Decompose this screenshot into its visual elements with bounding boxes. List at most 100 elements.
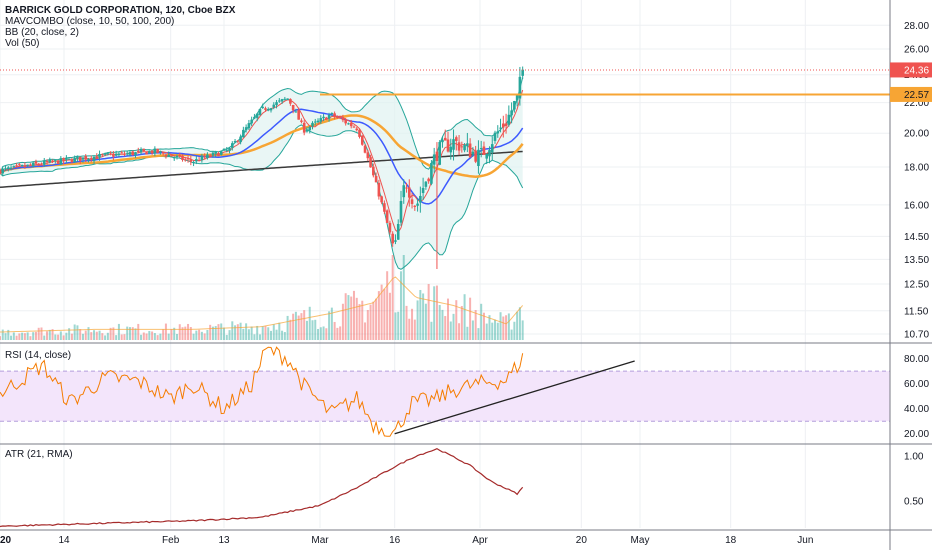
volume-bar (256, 325, 259, 340)
price-tick-label: 20.00 (904, 129, 929, 140)
time-axis[interactable]: 2020 14 Feb 13 Mar 16 Apr 20 May 18 Jun (0, 535, 813, 546)
price-tick-label: 16.00 (904, 200, 929, 211)
volume-bar (95, 331, 98, 340)
indicator-bb[interactable]: BB (20, close, 2) (5, 27, 79, 38)
volume-bar (258, 334, 261, 340)
candle-body (402, 185, 406, 198)
candle-body (206, 154, 209, 159)
rsi-pane (0, 346, 890, 437)
price-axis[interactable]: 28.0026.0024.0022.0020.0018.0016.0014.50… (890, 21, 932, 508)
candle-body (305, 129, 309, 132)
volume-bar (463, 294, 466, 340)
candle-body (316, 120, 320, 123)
candle-body (189, 159, 193, 162)
volume-bar (272, 324, 275, 340)
volume-bar (485, 323, 488, 340)
candle-body (203, 156, 206, 158)
volume-bar (339, 326, 342, 340)
volume-bar (0, 336, 1, 340)
volume-bar (189, 327, 192, 340)
volume-bar (441, 309, 444, 340)
time-tick-label: 13 (218, 535, 230, 546)
last-price-label: 24.36 (904, 65, 929, 76)
rsi-legend[interactable]: RSI (14, close) (5, 350, 72, 361)
volume-bar (386, 271, 389, 340)
ma-50-line (0, 108, 524, 205)
volume-bar (416, 300, 419, 340)
volume-bar (408, 318, 411, 340)
candle-body (405, 187, 408, 189)
candle-body (322, 116, 325, 119)
grid (0, 0, 890, 528)
volume-bar (126, 326, 129, 340)
candle-body (242, 129, 245, 138)
volume-bar (228, 330, 231, 340)
volume-bar (355, 297, 358, 340)
candle-body (427, 178, 430, 182)
candle-body (410, 199, 414, 204)
volume-bar (187, 323, 190, 340)
volume-bar (26, 332, 29, 340)
candle-body (477, 149, 480, 166)
price-tick-label: 18.00 (904, 163, 929, 174)
volume-bar (198, 329, 201, 340)
volume-bar (79, 329, 82, 340)
candle-body (56, 160, 60, 164)
candle-body (23, 165, 27, 167)
volume-bar (57, 334, 60, 340)
candle-body (211, 152, 215, 156)
volume-bar (140, 334, 143, 340)
volume-bar (206, 330, 209, 340)
candle-body (347, 123, 350, 125)
candle-body (239, 136, 242, 143)
volume-bar (159, 333, 162, 340)
candle-body (479, 148, 483, 150)
volume-bar (391, 255, 394, 340)
candle-body (172, 157, 176, 159)
candle-body (352, 126, 356, 128)
atr-legend[interactable]: ATR (21, RMA) (5, 449, 73, 460)
volume-bar (297, 315, 300, 340)
candle-body (435, 151, 439, 162)
volume-bar (164, 323, 167, 340)
volume-bar (427, 284, 430, 340)
candle-body (40, 164, 43, 166)
volume-bar (469, 297, 472, 340)
candle-body (507, 114, 511, 125)
candle-body (45, 160, 49, 163)
volume-bar (128, 327, 131, 340)
volume-bar (505, 315, 508, 340)
time-tick-label: 2020 (0, 535, 12, 546)
symbol-title[interactable]: BARRICK GOLD CORPORATION, 120, Cboe BZX (5, 5, 236, 16)
rsi-tick-label: 20.00 (904, 429, 929, 440)
candle-body (407, 187, 411, 198)
volume-bar (466, 326, 469, 340)
ma-200-line (0, 150, 523, 189)
candle-body (482, 146, 486, 155)
volume-bar (430, 321, 433, 340)
candle-body (291, 104, 295, 111)
volume-bar (300, 313, 303, 340)
indicator-vol[interactable]: Vol (50) (5, 38, 40, 49)
volume-bar (48, 329, 51, 340)
candle-body (65, 158, 68, 160)
volume-bar (175, 333, 178, 340)
candle-body (170, 155, 173, 157)
rsi-trendline (394, 360, 635, 435)
volume-bar (7, 329, 10, 340)
candle-body (360, 135, 364, 145)
volume-bar (106, 332, 109, 340)
volume-bars (0, 255, 524, 340)
candle-body (244, 127, 248, 131)
candle-body (59, 158, 63, 165)
candle-body (452, 139, 455, 150)
volume-bar (170, 329, 173, 340)
volume-bar (131, 327, 134, 340)
volume-bar (317, 328, 320, 340)
volume-bar (303, 310, 306, 340)
price-levels (0, 69, 890, 96)
volume-bar (433, 286, 436, 340)
candle-body (70, 159, 74, 163)
indicator-mavcombo[interactable]: MAVCOMBO (close, 10, 50, 100, 200) (5, 16, 175, 27)
